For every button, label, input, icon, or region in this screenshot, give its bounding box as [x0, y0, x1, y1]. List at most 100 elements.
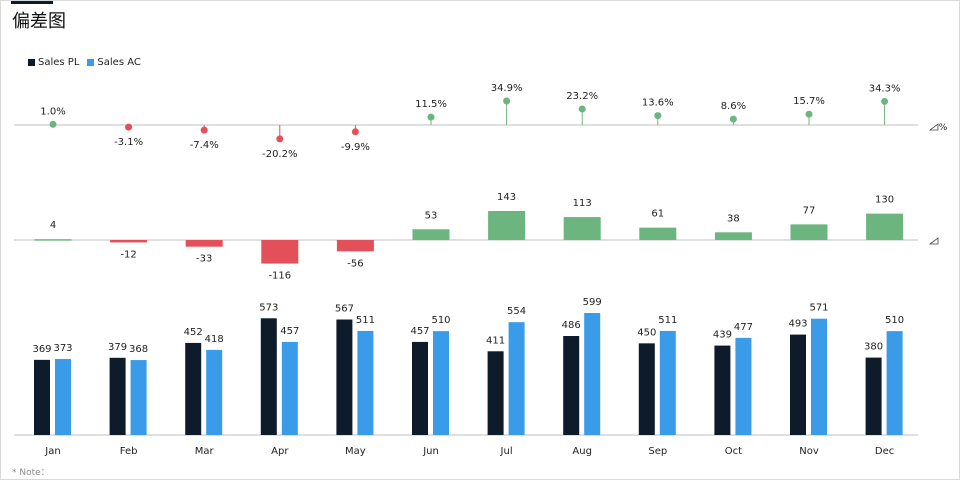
- category-label: Jan: [44, 446, 60, 457]
- sales-ac-bar: [811, 318, 827, 435]
- category-label: May: [345, 446, 366, 457]
- sales-pl-bar: [714, 345, 731, 435]
- sales-ac-label: 511: [356, 315, 375, 326]
- percent-label: 34.9%: [491, 83, 523, 94]
- sales-pl-label: 573: [259, 302, 278, 313]
- sales-ac-bar: [659, 330, 676, 435]
- sales-ac-label: 457: [280, 326, 299, 337]
- chart-title: 偏差图: [12, 11, 66, 32]
- percent-dot: [49, 120, 57, 128]
- abs-deviation-label: 38: [727, 213, 740, 224]
- sales-pl-bar: [260, 318, 277, 435]
- category-label: Jul: [500, 446, 513, 457]
- sales-pl-label: 379: [108, 342, 127, 353]
- abs-deviation-bar: [412, 229, 450, 240]
- sales-ac-bar: [886, 331, 903, 435]
- sales-pl-label: 567: [335, 304, 354, 315]
- category-label: Apr: [271, 446, 289, 457]
- category-label: Nov: [799, 446, 819, 457]
- category-label: Sep: [648, 446, 667, 457]
- percent-dot: [427, 113, 435, 121]
- percent-dot: [276, 135, 284, 143]
- category-label: Dec: [875, 446, 894, 457]
- abs-deviation-label: 130: [875, 195, 894, 206]
- percent-label: 1.0%: [40, 106, 65, 117]
- abs-deviation-label: 143: [497, 192, 516, 203]
- sales-ac-bar: [206, 349, 223, 435]
- percent-dot: [578, 105, 586, 113]
- percent-dot: [729, 115, 737, 123]
- sales-ac-bar: [357, 330, 374, 435]
- abs-deviation-bar: [336, 240, 374, 252]
- sales-pl-bar: [109, 357, 126, 435]
- sales-ac-label: 511: [658, 315, 677, 326]
- sales-ac-label: 373: [53, 343, 72, 354]
- sales-pl-label: 452: [184, 327, 203, 338]
- abs-deviation-bar: [714, 232, 752, 240]
- delta-icon: [928, 237, 939, 245]
- sales-ac-bar: [508, 322, 525, 435]
- sales-ac-bar: [433, 331, 449, 435]
- sales-pl-bar: [412, 341, 428, 435]
- abs-deviation-label: 113: [573, 198, 592, 209]
- abs-deviation-bar: [110, 240, 148, 243]
- abs-deviation-label: -12: [120, 249, 136, 260]
- sales-pl-label: 411: [486, 335, 505, 346]
- sales-pl-label: 380: [864, 342, 883, 353]
- delta-percent-icon: [928, 123, 939, 131]
- percent-label: 13.6%: [642, 98, 674, 109]
- sales-ac-label: 571: [809, 303, 828, 314]
- sales-ac-label: 554: [507, 306, 526, 317]
- sales-ac-bar: [55, 359, 71, 435]
- abs-deviation-bar: [261, 240, 299, 264]
- sales-ac-label: 510: [431, 315, 450, 326]
- percent-dot: [125, 123, 133, 131]
- sales-ac-label: 477: [734, 322, 753, 333]
- abs-deviation-bar: [563, 217, 601, 240]
- category-label: Mar: [195, 446, 215, 457]
- percent-axis-label: %: [939, 123, 948, 133]
- category-label: Aug: [572, 446, 592, 457]
- abs-deviation-bar: [866, 213, 904, 240]
- legend-label-sales-pl: Sales PL: [38, 57, 80, 68]
- category-label: Feb: [120, 446, 138, 457]
- legend-swatch-sales-pl: [28, 59, 35, 66]
- sales-pl-bar: [790, 334, 806, 435]
- percent-label: -3.1%: [114, 137, 143, 148]
- percent-label: -9.9%: [341, 142, 370, 153]
- legend-swatch-sales-ac: [87, 59, 95, 66]
- abs-deviation-label: -116: [268, 271, 291, 282]
- abs-deviation-label: -33: [196, 254, 212, 265]
- sales-pl-bar: [638, 343, 655, 435]
- sales-ac-bar: [281, 341, 298, 435]
- legend-item-sales-ac: Sales AC: [87, 57, 141, 68]
- percent-label: -20.2%: [262, 149, 297, 160]
- percent-dot: [351, 128, 359, 136]
- sales-pl-bar: [563, 336, 580, 435]
- sales-ac-bar: [130, 360, 147, 435]
- sales-pl-bar: [336, 319, 353, 435]
- abs-deviation-bar: [34, 239, 72, 241]
- category-label: Jun: [422, 446, 439, 457]
- sales-pl-bar: [487, 351, 504, 435]
- percent-label: 8.6%: [721, 101, 746, 112]
- sales-pl-label: 369: [32, 344, 51, 355]
- percent-label: 23.2%: [566, 91, 598, 102]
- sales-pl-label: 450: [637, 327, 656, 338]
- sales-pl-label: 439: [713, 330, 732, 341]
- title-accent-bar: [11, 1, 53, 4]
- category-label: Oct: [725, 446, 742, 457]
- percent-label: 34.3%: [869, 83, 901, 94]
- footnote: * Note：: [12, 468, 50, 478]
- percent-dot: [654, 112, 662, 120]
- legend-item-sales-pl: Sales PL: [28, 57, 79, 68]
- sales-ac-label: 368: [129, 344, 148, 355]
- percent-label: 15.7%: [793, 96, 825, 107]
- percent-label: -7.4%: [190, 140, 219, 151]
- sales-ac-bar: [584, 313, 601, 435]
- sales-pl-bar: [185, 342, 202, 435]
- sales-pl-label: 457: [410, 326, 429, 337]
- abs-deviation-bar: [790, 224, 828, 240]
- sales-pl-label: 486: [562, 320, 581, 331]
- abs-deviation-bar: [639, 227, 677, 240]
